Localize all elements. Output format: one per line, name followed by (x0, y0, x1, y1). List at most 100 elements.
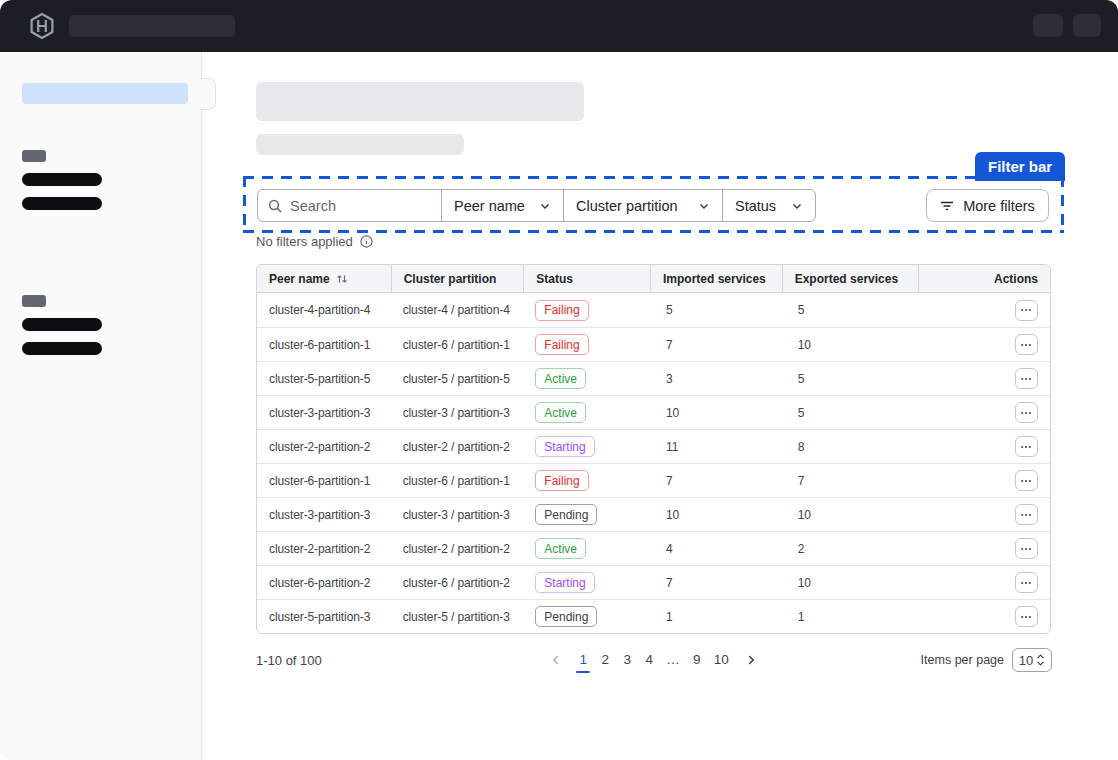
status-dropdown[interactable]: Status (722, 189, 816, 222)
row-actions-button[interactable] (1015, 606, 1038, 627)
column-header-status[interactable]: Status (523, 265, 650, 292)
row-actions-button[interactable] (1015, 402, 1038, 423)
status-badge: Active (535, 538, 586, 559)
column-header-cluster-partition[interactable]: Cluster partition (391, 265, 524, 292)
cell-imported-services: 7 (650, 338, 782, 352)
cell-exported-services: 1 (782, 610, 919, 624)
filter-bar-annotation-label: Filter bar (975, 152, 1065, 181)
cell-exported-services: 10 (782, 338, 919, 352)
peer-name-dropdown[interactable]: Peer name (441, 189, 564, 222)
chevron-right-icon (744, 653, 758, 667)
cell-peer-name: cluster-5-partition-5 (257, 372, 391, 386)
sidebar-item-skeleton-4 (22, 342, 102, 355)
filter-icon (940, 199, 954, 213)
search-field[interactable] (257, 189, 442, 222)
pagination-next-button[interactable] (744, 653, 758, 667)
cell-cluster-partition: cluster-5 / partition-3 (391, 610, 524, 624)
sort-icon[interactable] (336, 273, 348, 285)
row-actions-button[interactable] (1015, 368, 1038, 389)
pagination-page-3[interactable]: 3 (619, 650, 635, 669)
status-badge: Failing (535, 334, 588, 355)
cell-cluster-partition: cluster-6 / partition-1 (391, 338, 524, 352)
column-header-imported-services[interactable]: Imported services (650, 265, 782, 292)
cell-imported-services: 5 (650, 303, 782, 317)
cell-cluster-partition: cluster-2 / partition-2 (391, 440, 524, 454)
ellipsis-icon (1020, 513, 1032, 517)
table-body: cluster-4-partition-4cluster-4 / partiti… (257, 293, 1050, 633)
cell-exported-services: 5 (782, 303, 919, 317)
pagination-page-4[interactable]: 4 (641, 650, 657, 669)
column-header-peer-name[interactable]: Peer name (257, 265, 391, 292)
cell-cluster-partition: cluster-3 / partition-3 (391, 406, 524, 420)
status-dropdown-label: Status (735, 198, 776, 214)
sidebar-item-skeleton-2 (22, 197, 102, 210)
row-actions-button[interactable] (1015, 436, 1038, 457)
sidebar-active-item-skeleton (22, 83, 188, 104)
cell-exported-services: 5 (782, 406, 919, 420)
cell-peer-name: cluster-5-partition-3 (257, 610, 391, 624)
sidebar (0, 52, 202, 760)
pagination-page-1[interactable]: 1 (575, 650, 591, 669)
row-actions-button[interactable] (1015, 334, 1038, 355)
ellipsis-icon (1020, 581, 1032, 585)
cell-exported-services: 5 (782, 372, 919, 386)
status-badge: Starting (535, 436, 594, 457)
top-navbar (0, 0, 1118, 52)
table-header: Peer name Cluster partition Status Impor… (257, 265, 1050, 293)
status-badge: Active (535, 368, 586, 389)
chevron-down-icon (698, 200, 710, 212)
search-icon (268, 199, 282, 213)
cell-cluster-partition: cluster-4 / partition-4 (391, 303, 524, 317)
info-icon[interactable] (360, 235, 373, 248)
search-input[interactable] (290, 198, 420, 214)
chevron-down-icon (539, 200, 551, 212)
pagination-prev-button[interactable] (549, 653, 563, 667)
page-title-skeleton (256, 82, 584, 121)
cell-cluster-partition: cluster-6 / partition-1 (391, 474, 524, 488)
cell-exported-services: 2 (782, 542, 919, 556)
cell-imported-services: 7 (650, 474, 782, 488)
cell-imported-services: 10 (650, 508, 782, 522)
column-header-exported-services[interactable]: Exported services (782, 265, 919, 292)
cell-peer-name: cluster-6-partition-2 (257, 576, 391, 590)
cluster-partition-dropdown-label: Cluster partition (576, 198, 678, 214)
pagination-page-2[interactable]: 2 (597, 650, 613, 669)
pagination-page-9[interactable]: 9 (689, 650, 705, 669)
cell-cluster-partition: cluster-5 / partition-5 (391, 372, 524, 386)
row-actions-button[interactable] (1015, 470, 1038, 491)
cell-peer-name: cluster-6-partition-1 (257, 474, 391, 488)
table-row: cluster-2-partition-2cluster-2 / partiti… (257, 531, 1050, 565)
row-actions-button[interactable] (1015, 300, 1038, 321)
sidebar-item-skeleton-3 (22, 318, 102, 331)
pagination-page-10[interactable]: 10 (711, 650, 732, 669)
ellipsis-icon (1020, 615, 1032, 619)
status-badge: Active (535, 402, 586, 423)
nav-action-placeholder-1 (1033, 14, 1063, 37)
cell-imported-services: 7 (650, 576, 782, 590)
cell-imported-services: 10 (650, 406, 782, 420)
table-row: cluster-4-partition-4cluster-4 / partiti… (257, 293, 1050, 327)
row-actions-button[interactable] (1015, 504, 1038, 525)
hashicorp-logo-icon[interactable] (28, 12, 56, 40)
table-row: cluster-6-partition-2cluster-6 / partiti… (257, 565, 1050, 599)
row-actions-button[interactable] (1015, 538, 1038, 559)
nav-search-placeholder (69, 15, 235, 37)
cell-cluster-partition: cluster-2 / partition-2 (391, 542, 524, 556)
items-per-page-select[interactable]: 10 (1012, 648, 1052, 672)
cell-peer-name: cluster-3-partition-3 (257, 508, 391, 522)
cluster-partition-dropdown[interactable]: Cluster partition (563, 189, 723, 222)
cell-peer-name: cluster-2-partition-2 (257, 542, 391, 556)
more-filters-label: More filters (963, 198, 1035, 214)
table-row: cluster-6-partition-1cluster-6 / partiti… (257, 463, 1050, 497)
sidebar-collapse-handle[interactable] (201, 78, 216, 110)
more-filters-button[interactable]: More filters (926, 189, 1049, 222)
cell-peer-name: cluster-4-partition-4 (257, 303, 391, 317)
table-row: cluster-6-partition-1cluster-6 / partiti… (257, 327, 1050, 361)
status-badge: Failing (535, 470, 588, 491)
row-actions-button[interactable] (1015, 572, 1038, 593)
page-subtitle-skeleton (256, 134, 464, 155)
chevron-down-icon (791, 200, 803, 212)
cell-imported-services: 1 (650, 610, 782, 624)
table-row: cluster-5-partition-3cluster-5 / partiti… (257, 599, 1050, 633)
cell-imported-services: 3 (650, 372, 782, 386)
